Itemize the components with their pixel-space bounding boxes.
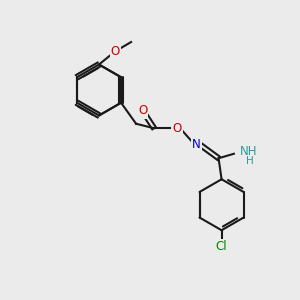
Text: H: H xyxy=(246,156,254,166)
Text: NH: NH xyxy=(240,145,257,158)
Text: O: O xyxy=(172,122,182,135)
Text: N: N xyxy=(192,138,200,151)
Text: Cl: Cl xyxy=(216,240,227,253)
Text: O: O xyxy=(111,44,120,58)
Text: O: O xyxy=(138,104,147,117)
